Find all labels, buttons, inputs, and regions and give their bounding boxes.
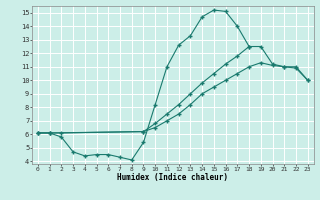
X-axis label: Humidex (Indice chaleur): Humidex (Indice chaleur): [117, 173, 228, 182]
